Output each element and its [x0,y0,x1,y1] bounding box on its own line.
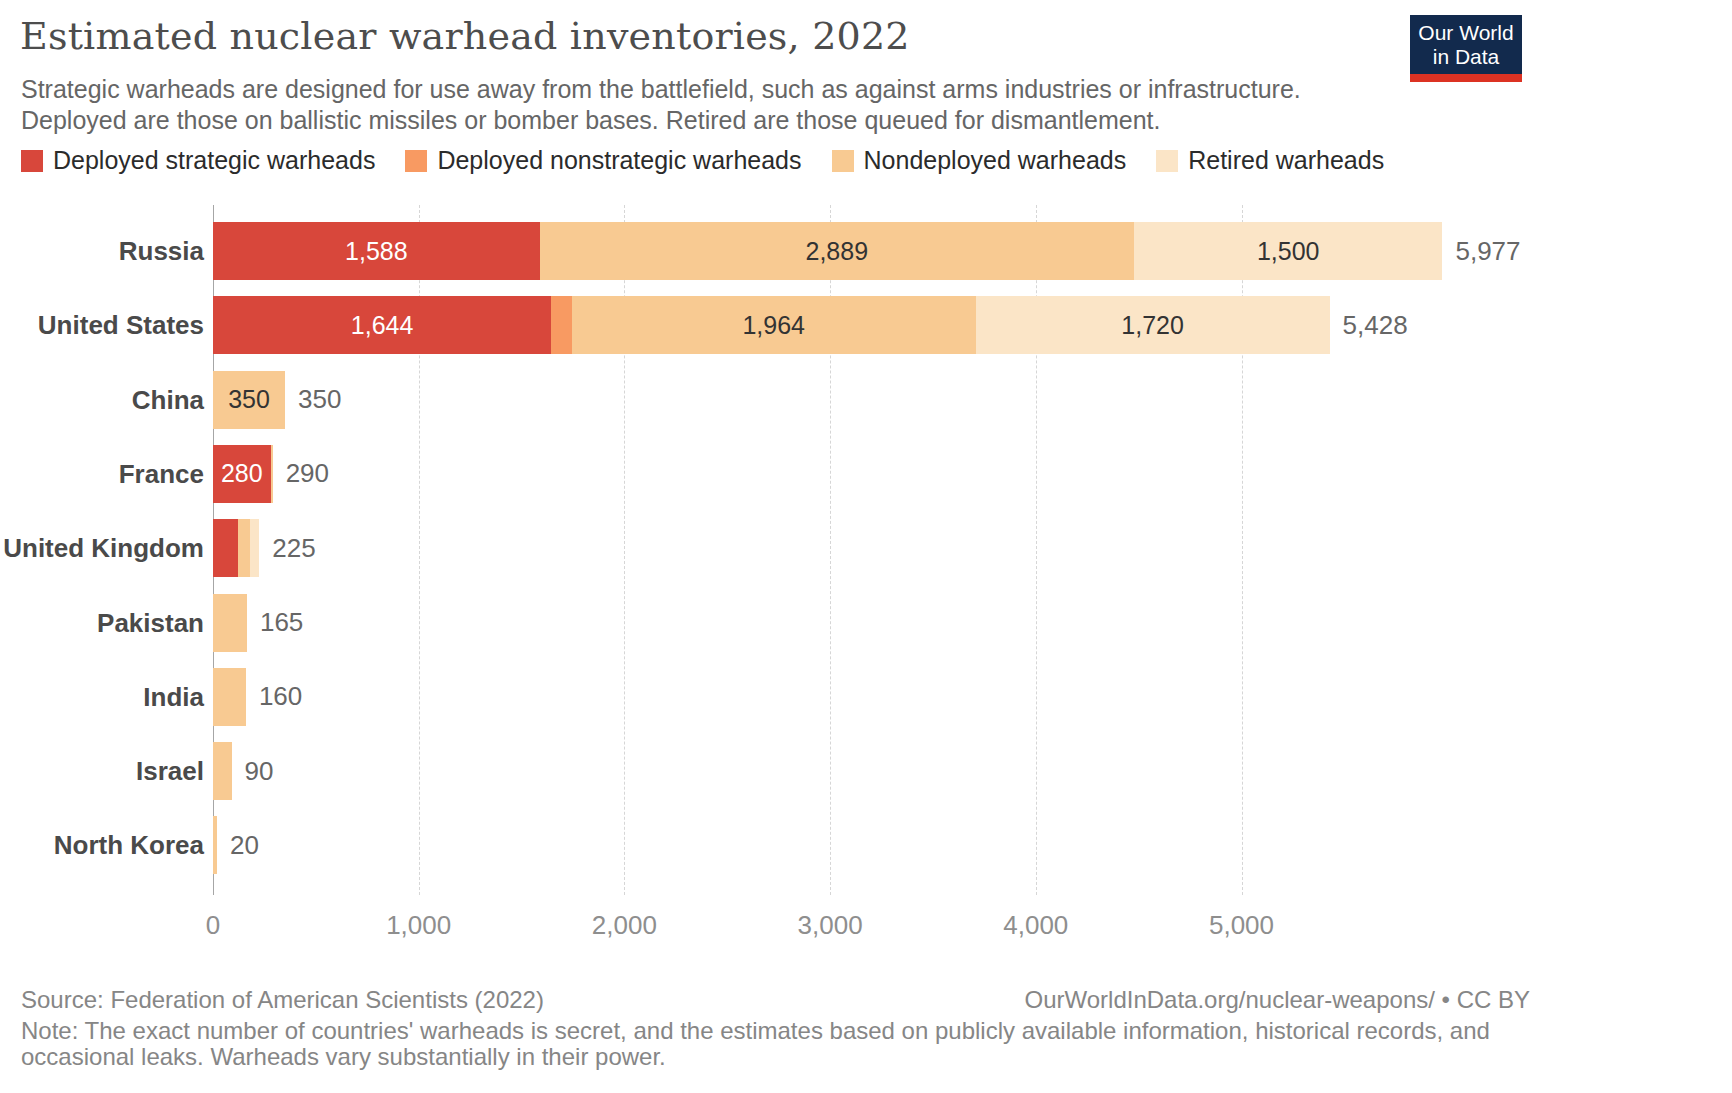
category-label-france: France [0,445,204,503]
x-axis-tick-label: 5,000 [1209,910,1274,941]
category-label-north-korea: North Korea [0,816,204,874]
segment-value-label: 350 [228,385,270,414]
total-value-label: 20 [230,816,259,874]
segment-value-label: 280 [221,459,263,488]
total-value-label: 160 [259,668,302,726]
bar-segment[interactable] [213,519,238,577]
note-text: Note: The exact number of countries' war… [21,1018,1490,1070]
segment-value-label: 1,720 [1121,311,1184,340]
category-label-united-states: United States [0,296,204,354]
total-value-label: 225 [272,519,315,577]
total-value-label: 165 [260,594,303,652]
x-axis-tick-label: 0 [206,910,220,941]
total-value-label: 290 [286,445,329,503]
category-label-pakistan: Pakistan [0,594,204,652]
bar-segment[interactable] [238,519,250,577]
x-axis-tick-label: 2,000 [592,910,657,941]
bar-segment[interactable] [213,816,217,874]
category-label-united-kingdom: United Kingdom [0,519,204,577]
bar-segment[interactable] [213,668,246,726]
bar-segment[interactable] [551,296,572,354]
stacked-bar-chart: 0 1,000 2,000 3,000 4,000 5,000 Russia 1,588 2,8… [0,0,1732,1093]
x-axis-tick-label: 1,000 [386,910,451,941]
owid-chart-page: Estimated nuclear warhead inventories, 2… [0,0,1732,1093]
bar-segment[interactable]: 2,889 [540,222,1134,280]
attribution-link[interactable]: OurWorldInData.org/nuclear-weapons/ • CC… [1024,986,1530,1014]
segment-value-label: 1,964 [742,311,805,340]
segment-value-label: 1,644 [351,311,414,340]
bar-segment[interactable]: 350 [213,371,285,429]
bar-segment[interactable]: 1,964 [572,296,976,354]
source-text: Source: Federation of American Scientist… [21,986,544,1014]
category-label-israel: Israel [0,742,204,800]
bar-segment[interactable]: 280 [213,445,271,503]
bar-segment[interactable] [213,742,232,800]
bar-segment[interactable] [250,519,259,577]
bar-segment[interactable]: 1,500 [1134,222,1443,280]
bar-segment[interactable]: 1,588 [213,222,540,280]
category-label-russia: Russia [0,222,204,280]
bar-segment[interactable] [213,594,247,652]
total-value-label: 90 [245,742,274,800]
bar-segment[interactable]: 1,720 [976,296,1330,354]
bar-segment[interactable]: 1,644 [213,296,551,354]
segment-value-label: 1,588 [345,237,408,266]
total-value-label: 350 [298,371,341,429]
bar-segment[interactable] [271,445,273,503]
x-axis-tick-label: 3,000 [798,910,863,941]
category-label-india: India [0,668,204,726]
segment-value-label: 1,500 [1257,237,1320,266]
total-value-label: 5,428 [1343,296,1408,354]
total-value-label: 5,977 [1455,222,1520,280]
category-label-china: China [0,371,204,429]
segment-value-label: 2,889 [805,237,868,266]
x-axis-tick-label: 4,000 [1003,910,1068,941]
